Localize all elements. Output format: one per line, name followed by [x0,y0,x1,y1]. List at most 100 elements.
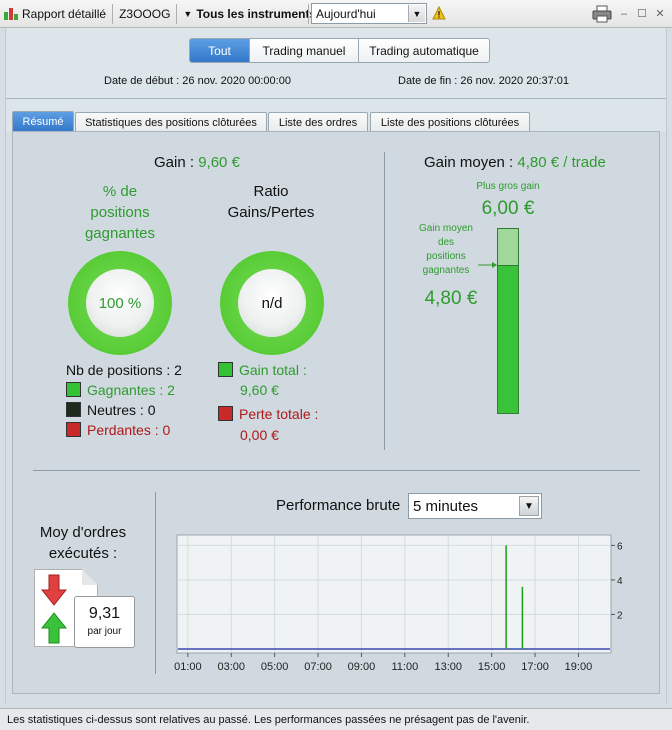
avg-winning-label-line: gagnantes [422,265,470,276]
candlestick-icon [4,7,18,21]
winning-count: Gagnantes : 2 [66,382,175,398]
pct-winning-title: % de positions gagnantes [60,181,180,244]
instruments-dropdown[interactable]: ▼ Tous les instruments [179,3,320,25]
y-tick-label: 6 [617,541,623,552]
x-tick-label: 15:00 [478,661,506,673]
total-gain-value: 9,60 € [240,382,279,398]
toolbar-separator [308,4,309,24]
chart-bars [505,545,524,649]
toolbar-separator [112,3,114,24]
y-tick-label: 4 [617,576,623,587]
ratio-title-line: Ratio [253,183,289,200]
total-gain: Gain total : [218,362,307,378]
period-select[interactable]: Aujourd'hui ▼ [311,3,427,24]
total-loss-label: Perte totale : [239,406,319,422]
chart-x-ticks: 01:00 03:00 05:00 07:00 09:00 11:00 13:00 15:00… [174,653,592,673]
tab-summary[interactable]: Résumé [12,111,74,132]
period-value: Aujourd'hui [316,6,376,21]
positions-count: Nb de positions : 2 [66,362,182,378]
neutral-label: Neutres : 0 [87,402,156,418]
account-label: Z3OOOG [119,6,171,21]
gain-label: Gain : [154,154,195,171]
orders-title-line: Moy d'ordres [39,524,127,541]
win-swatch [218,362,233,377]
ratio-donut: n/d [220,251,324,355]
x-tick-label: 17:00 [521,661,549,673]
orders-title-line: exécutés : [48,545,118,562]
total-gain-label: Gain total : [239,362,307,378]
avg-winning-label-line: positions [426,251,466,262]
detailed-report-label: Rapport détaillé [22,6,107,21]
window-controls: – ☐ ✕ [592,5,666,23]
x-tick-label: 05:00 [261,661,289,673]
arrow-up-icon [41,612,67,644]
x-tick-label: 09:00 [348,661,376,673]
warning-icon[interactable] [432,6,446,20]
avg-winning-label-line: Gain moyen [419,223,473,234]
total-loss-value: 0,00 € [240,427,279,443]
x-tick-label: 07:00 [304,661,332,673]
x-tick-label: 19:00 [565,661,593,673]
win-swatch [66,382,81,397]
gain-summary: Gain : 9,60 € [154,154,240,171]
maximize-icon[interactable]: ☐ [637,8,647,20]
triangle-down-icon: ▼ [183,8,193,19]
start-date: Date de début : 26 nov. 2020 00:00:00 [104,75,291,87]
avg-gain-value: 4,80 € / trade [517,154,606,171]
filter-automatic-button[interactable]: Trading automatique [359,39,489,62]
biggest-gain-value: 6,00 € [481,198,535,219]
losing-count: Perdantes : 0 [66,422,170,438]
interval-select[interactable]: 5 minutes ▼ [408,493,542,519]
ratio-value: n/d [238,269,306,337]
chart-y-ticks: 2 4 6 [611,541,623,621]
tab-closed-positions-list[interactable]: Liste des positions clôturées [370,112,530,132]
filter-manual-button[interactable]: Trading manuel [250,39,359,62]
filter-all-button[interactable]: Tout [190,39,250,62]
pct-winning-donut: 100 % [68,251,172,355]
tab-bar: Résumé Statistiques des positions clôtur… [5,98,667,132]
detailed-report-button[interactable]: Rapport détaillé [0,3,110,25]
pct-winning-value: 100 % [86,269,154,337]
neutral-count: Neutres : 0 [66,402,155,418]
minimize-icon[interactable]: – [620,8,628,20]
loss-swatch [218,406,233,421]
performance-label: Performance brute [276,497,401,514]
avg-winning-value: 4,80 € [424,288,478,309]
end-date: Date de fin : 26 nov. 2020 20:37:01 [398,75,570,87]
close-icon[interactable]: ✕ [655,8,665,20]
avg-winning-label-line: des [437,237,455,248]
total-loss: Perte totale : [218,406,318,422]
neutral-swatch [66,402,81,417]
orders-title: Moy d'ordres exécutés : [22,522,144,564]
ratio-title-line: Gains/Pertes [227,204,315,221]
y-tick-label: 2 [617,610,623,621]
disclaimer-text: Les statistiques ci-dessus sont relative… [7,713,530,726]
avg-gain-label: Gain moyen : [424,154,514,171]
chevron-down-icon[interactable]: ▼ [519,496,539,516]
printer-icon[interactable] [592,5,612,23]
avg-gain-gauge-remainder [498,229,518,266]
arrow-right-icon [478,262,497,268]
account-selector[interactable]: Z3OOOG [115,3,174,25]
section-divider [33,470,640,471]
ratio-title: Ratio Gains/Pertes [206,181,336,223]
trading-type-filter: Tout Trading manuel Trading automatique [189,38,490,63]
orders-value: 9,31 [88,605,121,622]
pct-winning-title-line: % de [102,183,138,200]
winning-label: Gagnantes : 2 [87,382,175,398]
chart-grid [178,536,610,652]
section-divider [384,152,385,450]
avg-winning-label: Gain moyen des positions gagnantes [408,222,484,278]
gain-value: 9,60 € [198,154,240,171]
tab-orders-list[interactable]: Liste des ordres [268,112,368,132]
x-tick-label: 03:00 [217,661,245,673]
avg-gain-gauge [497,228,519,414]
pct-winning-title-line: gagnantes [84,225,156,242]
toolbar-separator [176,3,178,24]
x-tick-label: 01:00 [174,661,202,673]
tab-closed-positions-stats[interactable]: Statistiques des positions clôturées [75,112,267,132]
chevron-down-icon[interactable]: ▼ [408,5,425,22]
arrow-down-icon [41,574,67,606]
x-tick-label: 13:00 [434,661,462,673]
